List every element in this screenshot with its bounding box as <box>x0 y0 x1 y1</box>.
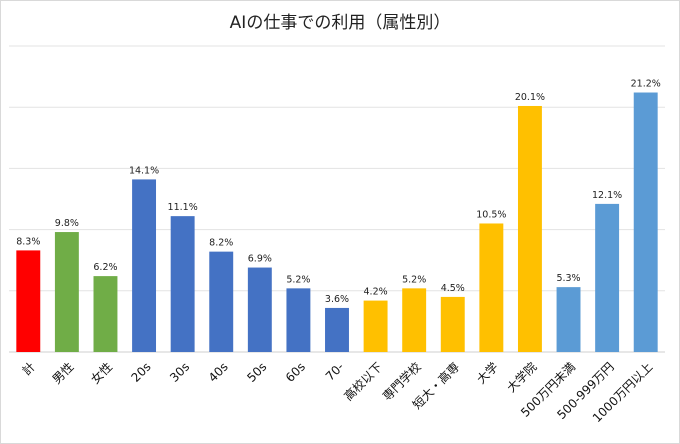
bar <box>132 179 157 352</box>
bar <box>286 288 311 352</box>
data-label: 8.3% <box>16 236 40 247</box>
data-label: 10.5% <box>476 209 506 220</box>
bar <box>363 300 388 352</box>
bar <box>209 251 234 352</box>
data-label: 5.2% <box>286 274 310 285</box>
data-label: 4.5% <box>441 283 465 294</box>
bar <box>247 267 272 352</box>
bar <box>402 288 427 352</box>
category-label: 女性 <box>87 359 115 387</box>
data-label: 12.1% <box>592 190 622 201</box>
bar <box>440 296 465 352</box>
category-label: 男性 <box>50 360 77 387</box>
bar <box>633 92 658 353</box>
category-label: 大学院 <box>503 359 539 395</box>
bar <box>479 223 504 352</box>
bars <box>16 92 658 353</box>
data-label: 6.9% <box>248 254 272 265</box>
bar <box>54 232 79 352</box>
bar <box>556 287 581 352</box>
category-label: 高校以下 <box>341 359 386 404</box>
category-label: 大学 <box>473 359 501 387</box>
data-label: 8.2% <box>209 238 233 249</box>
category-label: 50s <box>244 360 269 385</box>
bar <box>16 250 41 352</box>
value-labels: 8.3% 9.8% 6.2% 14.1% 11.1% 8.2% 6.9% 5.2% 3.6% 4.… <box>16 79 661 305</box>
bar <box>93 276 118 352</box>
data-label: 9.8% <box>55 218 79 229</box>
bar <box>325 307 349 352</box>
data-label: 21.2% <box>631 79 661 90</box>
bar <box>595 203 620 352</box>
data-label: 5.3% <box>556 273 580 284</box>
data-label: 3.6% <box>325 294 349 305</box>
data-label: 6.2% <box>93 262 117 273</box>
category-label: 70- <box>323 360 347 384</box>
data-label: 4.2% <box>364 287 388 298</box>
bar <box>517 105 542 352</box>
category-label: 計 <box>19 359 38 378</box>
category-label: 60s <box>283 360 308 385</box>
data-label: 14.1% <box>129 165 159 176</box>
bar <box>170 216 195 352</box>
category-labels: 計男性 女性 20s 30s 40s 50s 60s 70-高校以下専門学校短大・高専 大学 大学… <box>19 359 656 425</box>
data-label: 20.1% <box>515 92 545 103</box>
category-label: 20s <box>129 360 154 385</box>
data-label: 5.2% <box>402 274 426 285</box>
category-label: 40s <box>206 360 231 385</box>
chart-title: AIの仕事での利用（属性別） <box>230 13 451 33</box>
data-label: 11.1% <box>168 202 198 213</box>
gridlines <box>9 45 665 353</box>
category-label: 30s <box>167 360 192 385</box>
